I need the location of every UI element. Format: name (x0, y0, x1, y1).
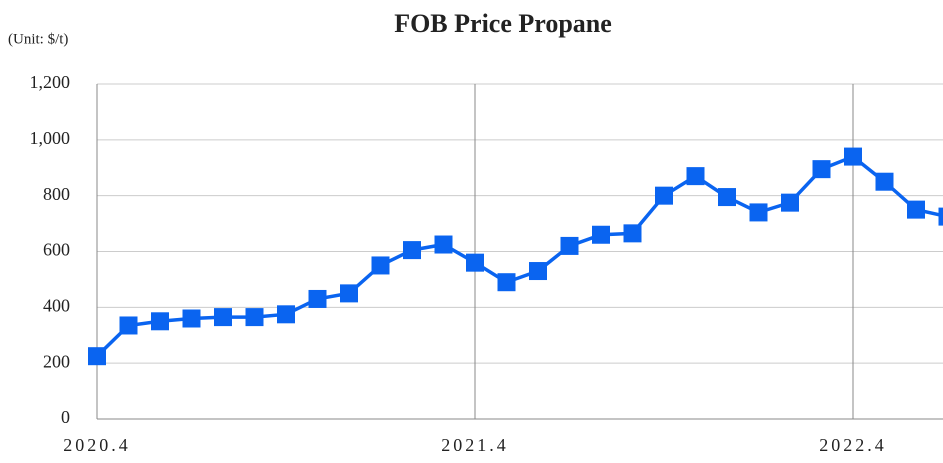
data-point (182, 309, 201, 328)
data-point (403, 241, 421, 260)
data-point (686, 167, 705, 186)
data-point (497, 273, 516, 292)
data-point (371, 256, 390, 275)
x-tick-label: 2020.4 (63, 435, 131, 455)
data-point (875, 172, 894, 191)
data-point (151, 312, 169, 331)
data-point (812, 160, 831, 179)
y-tick-label: 400 (43, 295, 70, 315)
data-point (655, 186, 673, 205)
y-tick-label: 1,200 (30, 72, 71, 92)
data-point (434, 235, 453, 254)
data-point (907, 200, 925, 219)
data-point (623, 224, 642, 243)
data-point (308, 289, 327, 308)
data-point (466, 253, 484, 272)
data-point (844, 147, 862, 166)
data-point (718, 188, 736, 207)
data-point (749, 203, 768, 222)
series-line (95, 154, 943, 358)
y-tick-label: 600 (43, 240, 70, 260)
chart-title: FOB Price Propane (394, 9, 612, 38)
data-point (560, 236, 579, 255)
y-tick-label: 200 (43, 351, 70, 371)
data-point (245, 308, 264, 327)
data-point (529, 262, 547, 281)
data-point (214, 308, 232, 327)
data-point (277, 305, 295, 324)
data-point (938, 207, 943, 226)
data-point (119, 316, 138, 335)
y-tick-label: 0 (61, 407, 70, 427)
unit-note: (Unit: $/t) (8, 31, 68, 47)
y-tick-label: 800 (43, 184, 70, 204)
y-tick-label: 1,000 (30, 128, 71, 148)
data-point (340, 284, 358, 303)
data-point (88, 347, 106, 366)
x-tick-label: 2021.4 (441, 435, 509, 455)
data-point (592, 225, 610, 244)
x-tick-label: 2022.4 (819, 435, 887, 455)
data-point (781, 193, 799, 212)
